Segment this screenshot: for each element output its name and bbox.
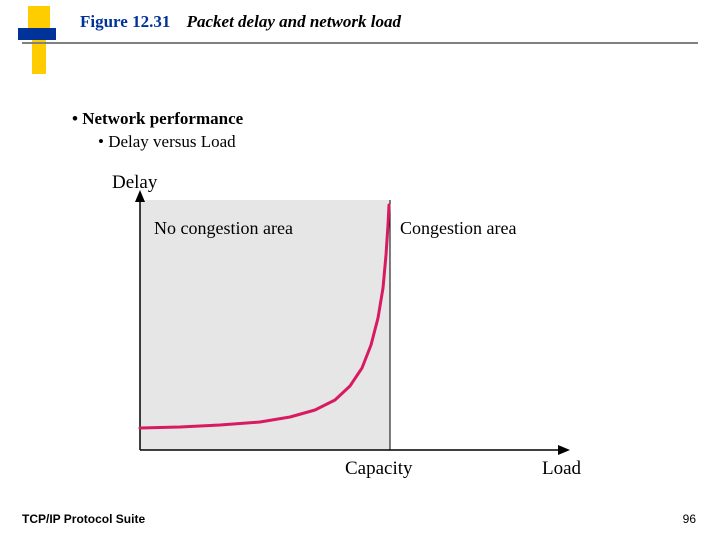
svg-text:Delay: Delay <box>112 172 158 193</box>
svg-text:No congestion area: No congestion area <box>154 218 293 238</box>
figure-number: Figure 12.31 <box>80 12 170 31</box>
delay-load-chart: Delay Load Capacity No congestion area Conge… <box>90 160 610 490</box>
svg-text:Capacity: Capacity <box>345 458 413 479</box>
title-rule <box>22 42 698 44</box>
bullet-level1: • Network performance <box>72 108 243 131</box>
slide-logo <box>18 6 58 74</box>
footer-source: TCP/IP Protocol Suite <box>22 512 145 526</box>
bullet-level2: • Delay versus Load <box>98 131 243 154</box>
bullet-list: • Network performance • Delay versus Loa… <box>72 108 243 154</box>
svg-text:Load: Load <box>542 458 582 479</box>
svg-text:Congestion area: Congestion area <box>400 218 516 238</box>
figure-caption: Packet delay and network load <box>187 12 401 31</box>
slide-title: Figure 12.31 Packet delay and network lo… <box>80 12 700 32</box>
page-number: 96 <box>683 512 696 526</box>
